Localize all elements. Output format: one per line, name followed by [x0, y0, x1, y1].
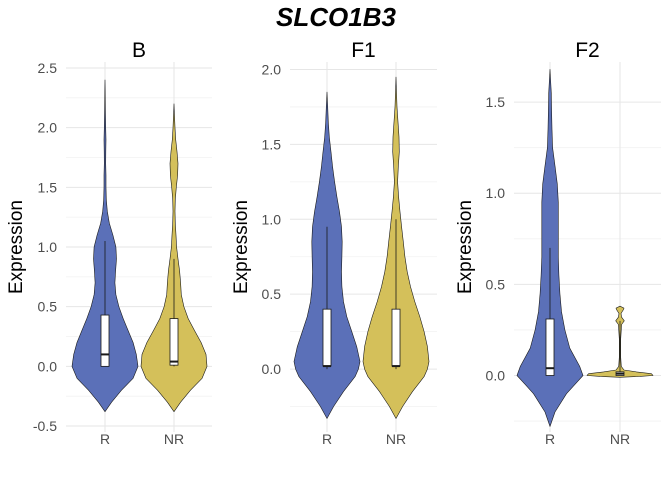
violin-nr — [140, 103, 208, 412]
x-tick-label: NR — [610, 431, 630, 447]
violin-group-r — [293, 91, 361, 419]
violin-group-nr — [362, 76, 430, 419]
y-tick-label: 2.5 — [38, 60, 58, 76]
y-tick-label: 1.5 — [262, 136, 282, 152]
violin-group-r — [516, 69, 584, 427]
panel-f2: 0.0 0.5 1.0 1.5 F2 Expression R NR — [455, 39, 661, 447]
box — [545, 318, 555, 376]
y-axis-label: Expression — [455, 200, 476, 294]
panel-title: F1 — [351, 39, 376, 62]
y-tick-label: 2.0 — [262, 61, 282, 77]
x-tick-label: NR — [164, 431, 184, 447]
panel-b: -0.5 0.0 0.5 1.0 1.5 2.0 2.5 B Expression R NR — [6, 39, 212, 447]
y-axis-label: Expression — [6, 200, 27, 294]
x-tick-label: NR — [386, 431, 406, 447]
y-tick-label: 1.5 — [38, 179, 58, 195]
x-tick-label: R — [322, 431, 332, 447]
y-tick-label: 0.0 — [486, 367, 506, 383]
panel-title: B — [132, 39, 146, 62]
y-tick-label: 0.5 — [38, 299, 58, 315]
y-tick-label: 1.0 — [262, 211, 282, 227]
y-tick-label: 0.5 — [262, 286, 282, 302]
x-tick-label: R — [100, 431, 110, 447]
box — [322, 308, 332, 367]
box — [100, 314, 110, 367]
violin-group-r — [71, 79, 139, 412]
y-tick-label: 0.5 — [486, 276, 506, 292]
y-tick-label: 1.5 — [486, 94, 506, 110]
y-tick-label: 2.0 — [38, 120, 58, 136]
panel-title: F2 — [575, 39, 600, 62]
violin-r — [516, 69, 584, 427]
panel-f1: 0.0 0.5 1.0 1.5 2.0 F1 Expression R NR — [231, 39, 437, 447]
box — [391, 308, 401, 367]
violin-group-nr — [586, 305, 654, 378]
y-axis-label: Expression — [231, 200, 252, 294]
violin-group-nr — [140, 103, 208, 412]
x-tick-label: R — [545, 431, 555, 447]
y-tick-label: 0.0 — [262, 361, 282, 377]
y-tick-label: 0.0 — [38, 358, 58, 374]
y-tick-label: 1.0 — [38, 239, 58, 255]
y-tick-label: -0.5 — [33, 418, 57, 434]
box — [169, 318, 179, 366]
chart-title: SLCO1B3 — [276, 2, 396, 32]
y-tick-label: 1.0 — [486, 185, 506, 201]
